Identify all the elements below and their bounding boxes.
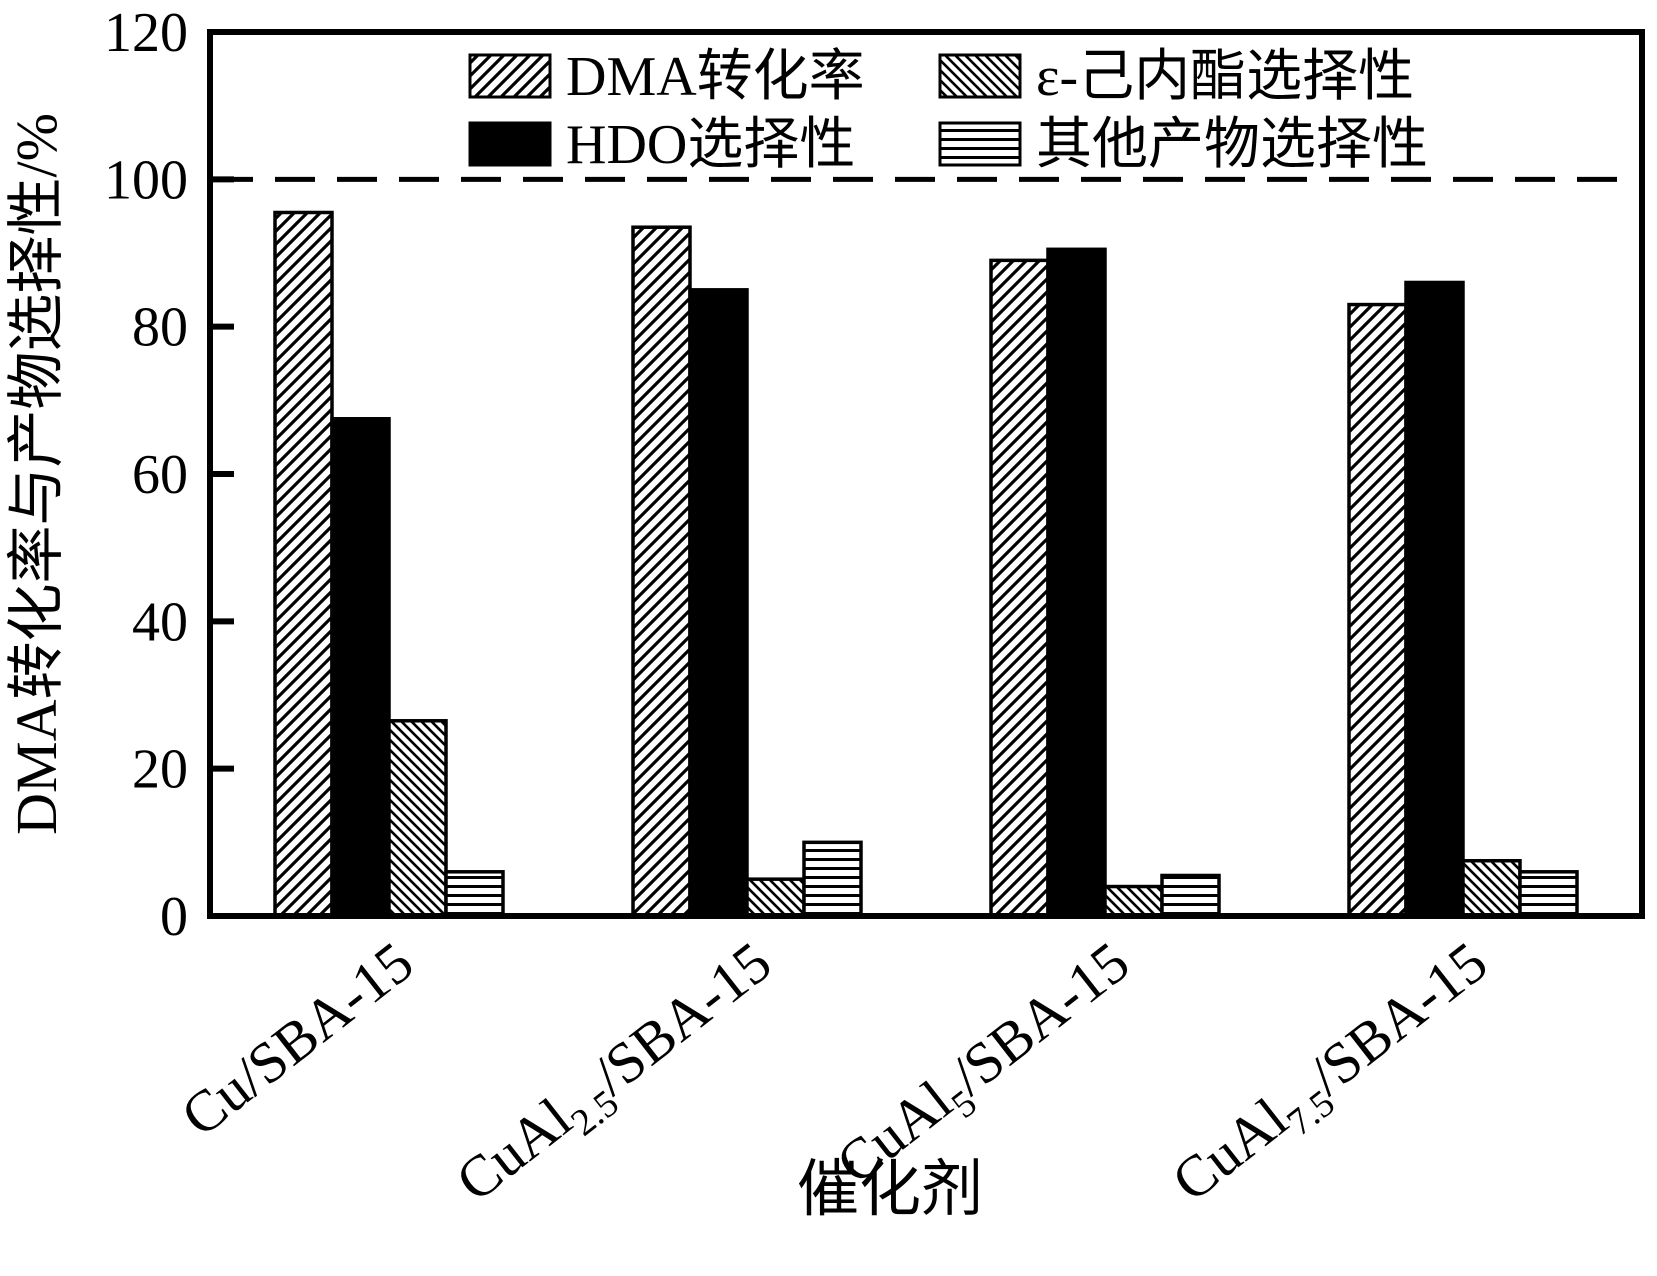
bar-series3-cat0 (444, 870, 505, 918)
bar-series2-cat0 (387, 719, 448, 918)
legend-label: DMA转化率 (566, 46, 865, 108)
bar-series0-cat3 (1347, 302, 1408, 918)
bar-series3-cat2 (1160, 873, 1221, 918)
y-axis-title: DMA转化率与产物选择性/% (4, 113, 69, 835)
x-axis-title: 催化剂 (797, 1156, 983, 1224)
y-tick-label: 120 (104, 2, 188, 64)
bar-series2-cat2 (1103, 884, 1164, 918)
bar-series2-cat1 (745, 877, 806, 918)
bar-series3-cat3 (1518, 870, 1579, 918)
bar-series2-cat3 (1461, 859, 1522, 918)
legend-swatch-hatch-forward (468, 53, 552, 99)
x-category-label: CuAl7.5/SBA-15 (1160, 929, 1505, 1222)
bar-series1-cat2 (1046, 247, 1107, 918)
y-tick-label: 60 (132, 444, 188, 506)
bar-series3-cat1 (802, 840, 863, 918)
bar-series1-cat3 (1404, 280, 1465, 918)
bar-series0-cat1 (631, 225, 692, 918)
legend-swatch-hatch-backward (938, 53, 1022, 99)
bar-series1-cat0 (330, 417, 391, 918)
legend-label: 其他产物选择性 (1036, 114, 1428, 176)
legend-swatch-solid (468, 121, 552, 167)
legend-swatch-horizontal-lines (938, 121, 1022, 167)
y-tick-label: 20 (132, 739, 188, 801)
bar-series0-cat0 (273, 210, 334, 918)
y-tick-label: 0 (160, 886, 188, 948)
legend-label: ε-己内酯选择性 (1036, 46, 1414, 108)
y-tick-label: 100 (104, 149, 188, 211)
bar-series0-cat2 (989, 258, 1050, 918)
y-tick-label: 40 (132, 591, 188, 653)
y-tick-label: 80 (132, 297, 188, 359)
x-category-label: Cu/SBA-15 (169, 929, 425, 1149)
x-category-label: CuAl2.5/SBA-15 (444, 929, 789, 1222)
bar-series1-cat1 (688, 288, 749, 918)
legend-label: HDO选择性 (566, 114, 855, 176)
